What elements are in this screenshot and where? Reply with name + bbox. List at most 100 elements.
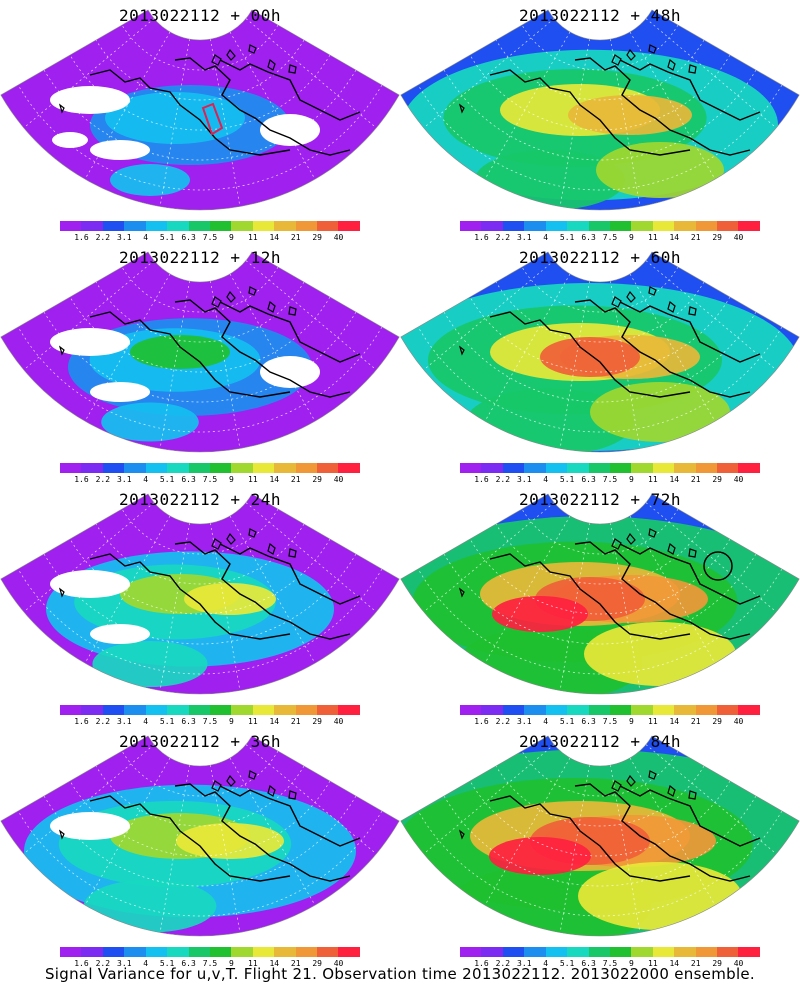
colorbar-swatch	[102, 463, 125, 473]
colorbar-swatch	[60, 947, 82, 957]
colorbar-swatch	[317, 947, 339, 957]
colorbar-tick-label: 9	[229, 717, 234, 726]
colorbar-tick-label: 2.2	[95, 475, 111, 484]
colorbar-swatch	[738, 221, 760, 231]
panel-title: 2013022112 + 24h	[118, 490, 282, 509]
colorbar-swatch	[652, 463, 675, 473]
colorbar-swatch	[460, 705, 482, 715]
colorbar-swatch	[652, 705, 675, 715]
colorbar-tick-label: 11	[248, 717, 258, 726]
colorbar-swatch	[167, 463, 189, 473]
colorbar-tick-label: 14	[269, 233, 280, 242]
variance-map	[0, 735, 400, 937]
colorbar-tick-label: 7.5	[602, 959, 618, 968]
colorbar-swatch	[652, 947, 675, 957]
colorbar-swatch	[674, 221, 696, 231]
colorbar-swatch	[695, 463, 718, 473]
colorbar-swatch	[209, 463, 232, 473]
colorbar-ticks: 1.6 2.2 3.1 4 5.1 6.3 7.5 9 11 14 21 29 40	[60, 475, 360, 485]
colorbar-tick-label: 4	[143, 717, 149, 726]
panel-title: 2013022112 + 72h	[518, 490, 682, 509]
colorbar-swatch	[145, 221, 168, 231]
colorbar-swatch	[274, 705, 296, 715]
colorbar-tick-label: 3.1	[117, 717, 132, 726]
figure-caption: Signal Variance for u,v,T. Flight 21. Ob…	[44, 965, 756, 983]
colorbar-tick-label: 4	[543, 717, 549, 726]
colorbar-swatch	[695, 947, 718, 957]
panel-grid: 2013022112 + 00h 1.6 2.2 3.1 4 5.1 6.3 7.5 9 11 14…	[0, 0, 800, 968]
colorbar-swatch	[188, 947, 210, 957]
colorbar-swatch	[167, 221, 189, 231]
colorbar-swatch	[124, 221, 146, 231]
colorbar-swatch	[338, 221, 360, 231]
colorbar-swatch	[738, 947, 760, 957]
panel-title: 2013022112 + 84h	[518, 732, 682, 751]
colorbar-tick-label: 40	[733, 475, 744, 484]
colorbar-swatch	[295, 947, 318, 957]
colorbar-tick-label: 14	[669, 475, 680, 484]
colorbar-tick-label: 6.3	[181, 475, 196, 484]
colorbar-tick-label: 7.5	[602, 717, 618, 726]
colorbar-tick-label: 29	[712, 959, 722, 968]
colorbar-swatch	[588, 705, 610, 715]
colorbar-swatch	[460, 221, 482, 231]
colorbar-ticks: 1.6 2.2 3.1 4 5.1 6.3 7.5 9 11 14 21 29 40	[60, 233, 360, 243]
colorbar-ticks: 1.6 2.2 3.1 4 5.1 6.3 7.5 9 11 14 21 29 40	[460, 233, 760, 243]
forecast-panel: 2013022112 + 60h 1.6 2.2 3.1 4 5.1 6.3 7.5 9 11 14…	[400, 242, 800, 484]
variance-map	[400, 251, 800, 453]
forecast-panel: 2013022112 + 84h 1.6 2.2 3.1 4 5.1 6.3 7.5 9 11 14…	[400, 726, 800, 968]
colorbar-tick-label: 6.3	[581, 717, 596, 726]
colorbar-swatch	[738, 463, 760, 473]
colorbar-tick-label: 29	[312, 233, 322, 242]
forecast-panel: 2013022112 + 12h 1.6 2.2 3.1 4 5.1 6.3 7.5 9 11 14…	[0, 242, 400, 485]
colorbar-swatch	[145, 705, 168, 715]
colorbar-swatch	[124, 705, 146, 715]
colorbar-tick-label: 3.1	[117, 233, 132, 242]
colorbar-tick-label: 5.1	[559, 717, 575, 726]
colorbar-tick-label: 29	[312, 475, 322, 484]
colorbar-tick-label: 5.1	[159, 959, 175, 968]
colorbar-tick-label: 1.6	[474, 717, 489, 726]
colorbar-swatch	[524, 463, 546, 473]
colorbar-tick-label: 5.1	[559, 233, 575, 242]
panel-title: 2013022112 + 12h	[118, 248, 282, 267]
colorbar-swatch	[124, 463, 146, 473]
colorbar-swatch	[81, 705, 103, 715]
colorbar-tick-label: 21	[690, 233, 701, 242]
colorbar-tick-label: 3.1	[517, 233, 532, 242]
colorbar-tick-label: 14	[669, 959, 680, 968]
colorbar-tick-label: 40	[733, 233, 744, 242]
colorbar-swatch	[502, 705, 525, 715]
variance-map	[400, 9, 800, 211]
colorbar-swatch	[252, 705, 275, 715]
colorbar-tick-label: 9	[629, 717, 634, 726]
colorbar-tick-label: 21	[690, 959, 701, 968]
colorbar-swatch	[81, 221, 103, 231]
colorbar-swatch	[231, 221, 253, 231]
colorbar-tick-label: 2.2	[495, 475, 511, 484]
colorbar-swatch	[631, 463, 653, 473]
colorbar-swatch	[209, 947, 232, 957]
colorbar-tick-label: 3.1	[117, 475, 132, 484]
colorbar-tick-label: 21	[290, 475, 301, 484]
colorbar-swatch	[502, 221, 525, 231]
colorbar-swatch	[481, 947, 503, 957]
forecast-panel: 2013022112 + 00h 1.6 2.2 3.1 4 5.1 6.3 7.5 9 11 14…	[0, 0, 400, 243]
colorbar-tick-label: 2.2	[95, 959, 111, 968]
colorbar-tick-label: 9	[629, 233, 634, 242]
colorbar-swatch	[717, 221, 739, 231]
colorbar-tick-label: 7.5	[602, 233, 618, 242]
colorbar-tick-label: 1.6	[74, 475, 89, 484]
forecast-panel: 2013022112 + 48h 1.6 2.2 3.1 4 5.1 6.3 7.5 9 11 14…	[400, 0, 800, 243]
colorbar-tick-label: 4	[143, 475, 149, 484]
colorbar	[460, 221, 760, 231]
colorbar-swatch	[717, 947, 739, 957]
colorbar-swatch	[209, 221, 232, 231]
colorbar-swatch	[545, 705, 568, 715]
colorbar-swatch	[188, 705, 210, 715]
variance-map	[0, 9, 400, 211]
colorbar-swatch	[295, 705, 318, 715]
colorbar-swatch	[524, 705, 546, 715]
colorbar-swatch	[102, 221, 125, 231]
colorbar	[60, 221, 360, 231]
